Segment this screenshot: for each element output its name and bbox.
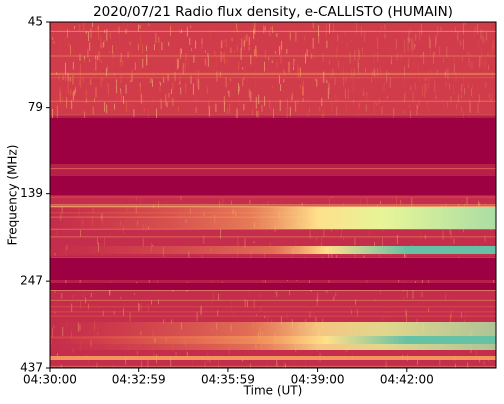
x-tick-label: 04:30:00 [23,373,77,387]
y-tick-label: 45 [28,15,43,29]
plot-frame [49,21,497,369]
spectrogram [50,22,496,368]
dark-band [50,176,496,195]
burst [50,246,496,254]
x-tick-label: 04:32:59 [112,373,166,387]
burst [50,336,496,344]
y-tick-label: 437 [20,361,43,375]
y-tick-label: 79 [28,100,43,114]
y-axis-label: Frequency (MHz) [6,145,20,246]
burst [50,207,496,229]
band [50,22,496,114]
x-tick-label: 04:39:00 [291,373,345,387]
dark-band [50,283,496,290]
dark-band [50,118,496,164]
chart-title: 2020/07/21 Radio flux density, e-CALLIST… [93,4,453,20]
x-axis-label: Time (UT) [243,384,303,398]
y-tick-label: 139 [20,186,43,200]
x-tick-label: 04:35:59 [201,373,255,387]
overlay [50,118,496,360]
y-tick-label: 247 [20,274,43,288]
x-tick-label: 04:42:00 [380,373,434,387]
dark-band [50,258,496,280]
burst [50,356,496,360]
